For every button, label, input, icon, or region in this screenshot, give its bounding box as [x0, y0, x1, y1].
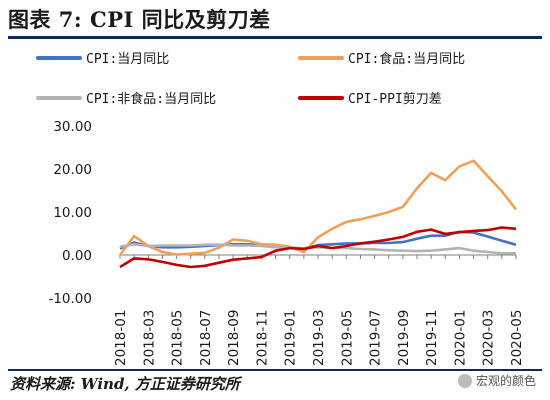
series-lines — [118, 159, 518, 269]
y-tick-label: 0.00 — [62, 248, 92, 264]
x-tick-label: 2019-09 — [396, 310, 412, 366]
watermark-text: 宏观的颜色 — [475, 374, 536, 388]
x-tick-label: 2019-01 — [283, 310, 299, 366]
y-tick-label: 10.00 — [53, 205, 92, 221]
source-rule — [8, 369, 542, 371]
x-tick-label: 2018-01 — [113, 310, 129, 366]
x-tick-label: 2018-11 — [254, 310, 270, 366]
x-tick-label: 2019-05 — [339, 310, 355, 366]
source-note: 资料来源: Wind, 方正证券研究所 — [10, 375, 240, 393]
x-tick-label: 2020-03 — [481, 310, 497, 366]
x-tick-label: 2019-03 — [311, 310, 327, 366]
wechat-icon — [457, 373, 472, 388]
title-rule — [8, 36, 542, 39]
x-tick-label: 2018-09 — [226, 310, 242, 366]
y-tick-label: 30.00 — [53, 119, 92, 135]
legend-label-0: CPI:当月同比 — [86, 52, 169, 67]
x-tick-label: 2019-11 — [424, 310, 440, 366]
y-tick-label: -10.00 — [48, 291, 92, 307]
series-line-1 — [118, 159, 518, 256]
y-axis: 30.00 20.00 10.00 0.00 -10.00 — [48, 119, 92, 307]
y-tick-label: 20.00 — [53, 162, 92, 178]
x-axis: 2018-01 2018-03 2018-05 2018-07 2018-09 2018-… — [113, 254, 525, 366]
series-line-3 — [119, 226, 517, 269]
x-tick-label: 2018-05 — [170, 310, 186, 366]
watermark: 宏观的颜色 — [457, 372, 536, 389]
x-tick-label: 2020-05 — [509, 310, 525, 366]
x-tick-label: 2019-07 — [368, 310, 384, 366]
legend-label-3: CPI-PPI剪刀差 — [348, 91, 442, 107]
x-tick-label: 2018-03 — [141, 310, 157, 366]
legend: CPI:当月同比 CPI:食品:当月同比 CPI:非食品:当月同比 CPI-PPI剪刀… — [36, 51, 465, 107]
legend-label-1: CPI:食品:当月同比 — [348, 51, 465, 67]
chart-title: 图表 7: CPI 同比及剪刀差 — [8, 7, 271, 32]
legend-label-2: CPI:非食品:当月同比 — [86, 91, 216, 107]
x-tick-label: 2020-01 — [452, 310, 468, 366]
line-chart: CPI:当月同比 CPI:食品:当月同比 CPI:非食品:当月同比 CPI-PPI剪刀… — [36, 51, 525, 366]
x-tick-label: 2018-07 — [198, 310, 214, 366]
